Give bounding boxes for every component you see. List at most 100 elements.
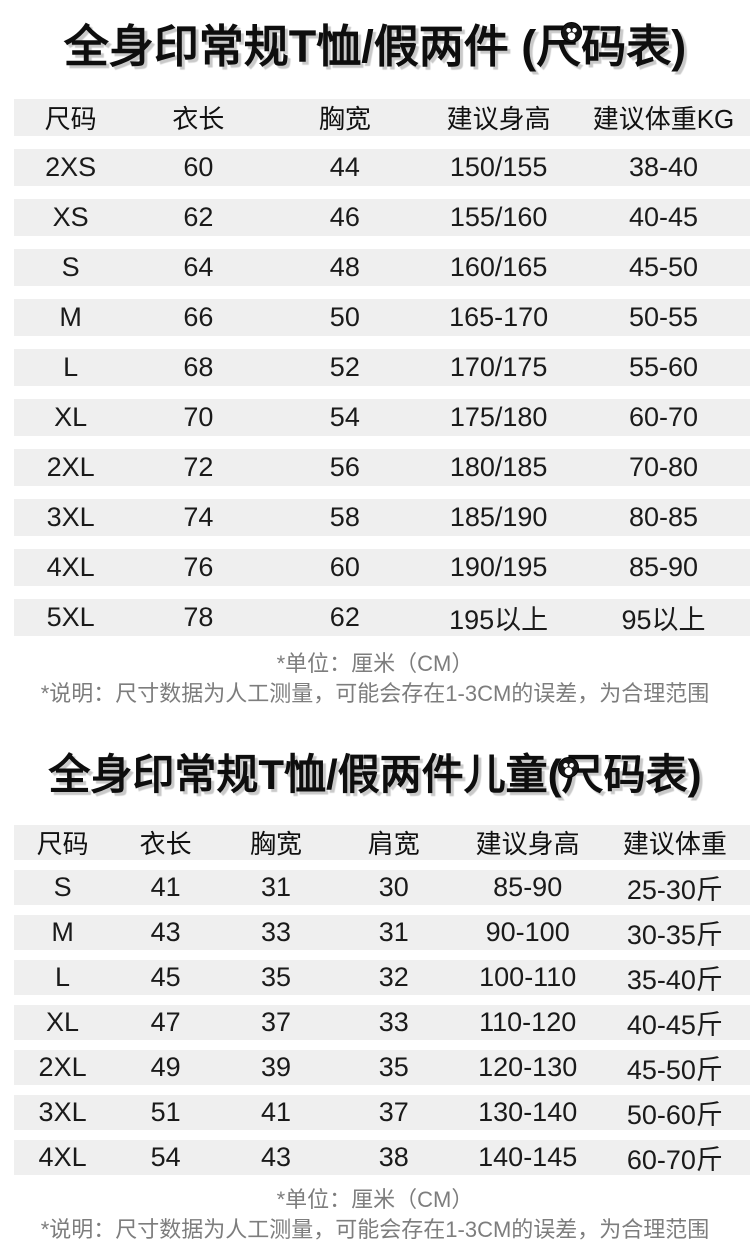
table-row: L 45 35 32 100-110 35-40斤 [14,960,750,995]
table-cell: 35-40斤 [626,965,723,995]
table-cell: 58 [329,502,360,532]
table-cell: 30 [378,872,409,902]
table-cell: 38-40 [628,152,699,182]
column-header: 建议身高 [446,104,551,134]
column-header: 胸宽 [318,104,371,134]
table-cell: 33 [378,1007,409,1037]
table-cell: XS [52,202,89,232]
table-cell: 175/180 [449,402,548,432]
kids-size-table: 尺码 衣长 胸宽 肩宽 建议身高 建议体重 S 41 31 30 85-90 25-30斤 M 43 33 3… [0,825,750,1175]
table-cell: 110-120 [479,1007,577,1037]
table-row: L 68 52 170/175 55-60 [14,349,750,386]
adult-size-table: 尺码 衣长 胸宽 建议身高 建议体重KG 2XS 60 44 150/155 38-40 XS 62 4… [0,99,750,636]
table-cell: 3XL [38,1097,87,1127]
table-cell: 2XL [46,452,95,482]
table-cell: 25-30斤 [626,875,723,905]
table-cell: 50 [329,302,360,332]
table-cell: 40-45 [628,202,699,232]
table-cell: 50-60斤 [626,1100,723,1130]
unit-note: *单位：厘米（CM） [276,651,474,676]
table-row: 4XL 54 43 38 140-145 60-70斤 [14,1140,750,1175]
table-cell: 150/155 [449,152,548,182]
table-cell: 38 [378,1142,409,1172]
table-cell: 130-140 [478,1097,578,1127]
table-cell: 45 [150,962,181,992]
table-cell: 47 [150,1007,181,1037]
table-cell: 37 [378,1097,409,1127]
column-header: 衣长 [172,104,225,134]
table-cell: 66 [183,302,214,332]
table-cell: 52 [329,352,360,382]
table-cell: 190/195 [449,552,548,582]
column-header: 尺码 [44,104,97,134]
table-row: S 64 48 160/165 45-50 [14,249,750,286]
table-cell: 160/165 [449,252,548,282]
table-cell: 85-90 [493,872,563,902]
table-cell: 32 [378,962,409,992]
table-row: 2XL 72 56 180/185 70-80 [14,449,750,486]
kids-size-chart-title: 全身印常规T恤/假两件儿童(尺码表) [48,751,702,798]
table-cell: 60-70 [628,402,699,432]
table-cell: 185/190 [449,502,548,532]
table-cell: S [53,872,72,902]
column-header: 建议体重KG [592,104,735,134]
table-cell: 140-145 [478,1142,578,1172]
table-row: XL 47 37 33 110-120 40-45斤 [14,1005,750,1040]
table-cell: 41 [260,1097,292,1127]
column-header: 肩宽 [367,829,420,859]
table-cell: 170/175 [449,352,548,382]
table-row: S 41 31 30 85-90 25-30斤 [14,870,750,905]
table-cell: 39 [260,1052,292,1082]
column-header: 胸宽 [249,829,302,859]
logo-sticker-icon [558,757,579,778]
table-cell: 72 [183,452,214,482]
table-cell: 35 [260,962,292,992]
table-cell: 80-85 [628,502,699,532]
table-cell: 95以上 [621,605,706,635]
column-header: 建议体重 [622,829,727,859]
table-cell: 5XL [46,602,95,632]
table-cell: 40-45斤 [626,1010,723,1040]
table-cell: 51 [150,1097,181,1127]
adult-table-notes: *单位：厘米（CM） *说明：尺寸数据为人工测量，可能会存在1-3CM的误差，为… [0,649,750,709]
table-cell: 54 [150,1142,181,1172]
table-cell: 70-80 [628,452,699,482]
table-row: M 66 50 165-170 50-55 [14,299,750,336]
table-header-row: 尺码 衣长 胸宽 建议身高 建议体重KG [14,99,750,136]
table-cell: S [61,252,80,282]
table-cell: L [63,352,79,382]
table-row: 2XL 49 39 35 120-130 45-50斤 [14,1050,750,1085]
table-cell: 45-50斤 [626,1055,723,1085]
table-cell: 155/160 [449,202,548,232]
table-cell: 43 [260,1142,292,1172]
table-row: 4XL 76 60 190/195 85-90 [14,549,750,586]
table-cell: 68 [183,352,214,382]
table-cell: 120-130 [478,1052,578,1082]
table-row: 5XL 78 62 195以上 95以上 [14,599,750,636]
table-row: 3XL 51 41 37 130-140 50-60斤 [14,1095,750,1130]
table-cell: 4XL [46,552,95,582]
unit-note: *单位：厘米（CM） [276,1187,474,1212]
table-cell: 76 [183,552,214,582]
table-cell: M [51,917,74,947]
table-cell: 100-110 [479,962,577,992]
table-cell: 45-50 [628,252,699,282]
table-cell: 62 [183,202,214,232]
table-cell: 60 [183,152,214,182]
table-cell: 64 [183,252,214,282]
table-cell: 31 [260,872,292,902]
column-header: 建议身高 [475,829,580,859]
table-cell: 62 [329,602,360,632]
table-cell: 165-170 [449,302,549,332]
adult-size-chart-title: 全身印常规T恤/假两件 (尺码表) [63,21,687,72]
table-cell: 60 [329,552,360,582]
table-cell: 44 [329,152,360,182]
table-cell: 74 [183,502,214,532]
table-row: XS 62 46 155/160 40-45 [14,199,750,236]
table-cell: 3XL [46,502,95,532]
table-cell: M [59,302,82,332]
table-cell: 60-70斤 [626,1145,723,1175]
table-cell: 78 [183,602,214,632]
logo-sticker-icon [561,22,582,43]
